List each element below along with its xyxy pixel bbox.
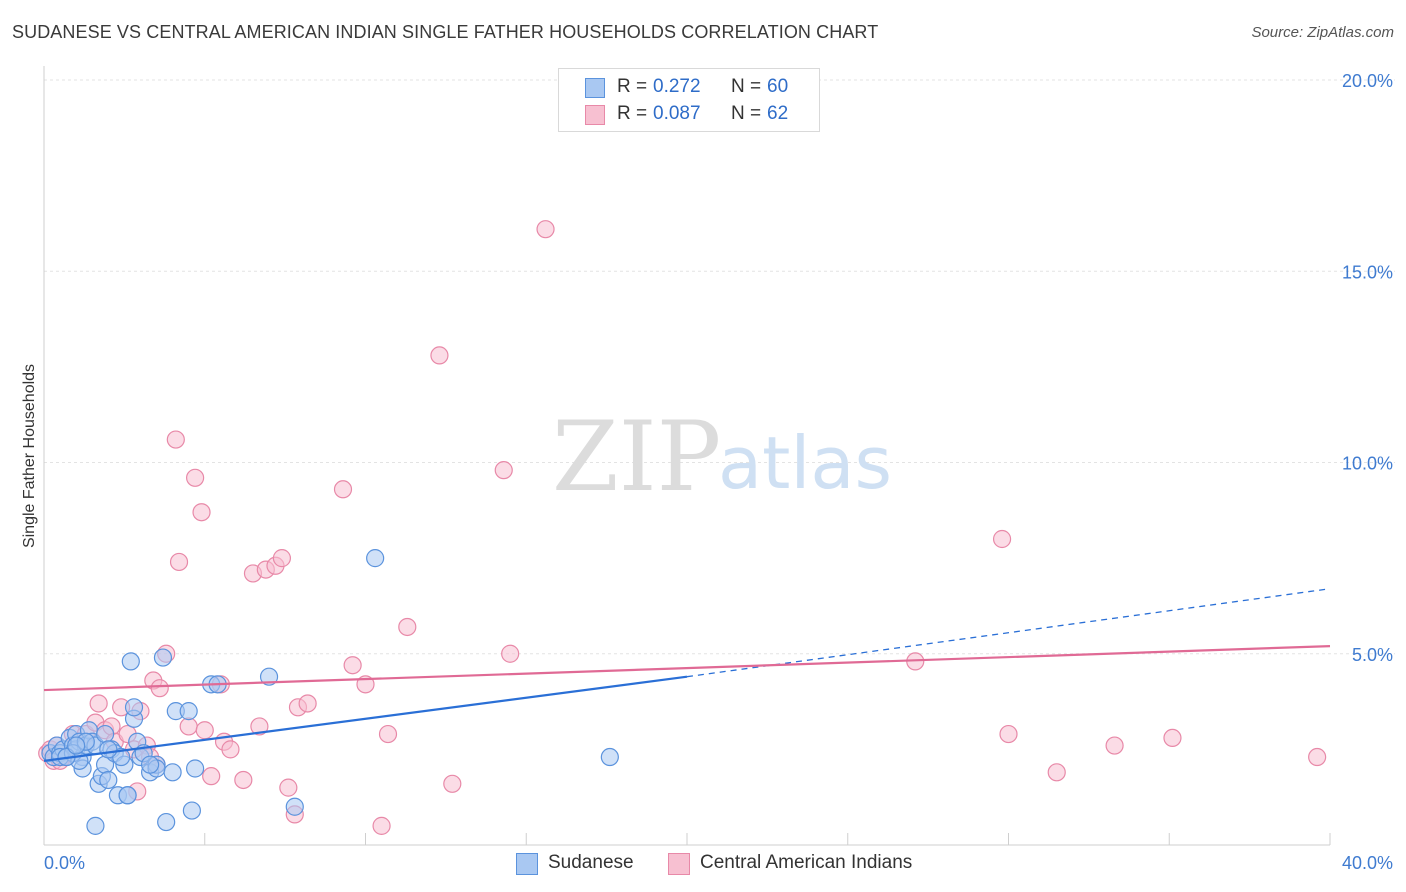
data-point-central-american-indians [186,468,205,487]
legend-n-label: N = [731,76,762,97]
data-point-central-american-indians [1308,747,1327,767]
data-point-central-american-indians [333,480,353,499]
data-point-sudanese [366,549,385,568]
data-point-central-american-indians [999,724,1018,744]
data-point-sudanese [163,763,182,782]
stats-legend: R = 0.272 N = 60 R = 0.087 N = 62 [558,68,820,132]
data-point-sudanese [153,648,173,667]
trend-line-central-american-indians [43,645,1331,692]
data-point-central-american-indians [279,778,298,797]
data-point-central-american-indians [992,529,1012,549]
data-point-central-american-indians [202,767,221,786]
data-point-sudanese [67,736,86,755]
data-point-sudanese [600,747,619,767]
data-point-central-american-indians [1105,736,1124,755]
data-point-central-american-indians [179,717,198,736]
data-point-central-american-indians [89,694,108,713]
data-point-central-american-indians [398,617,417,637]
data-point-sudanese [182,801,201,820]
y-axis-label: Single Father Households [21,364,38,548]
data-point-central-american-indians [536,220,555,239]
legend-r-value: 0.087 [653,103,701,124]
y-tick-label: 5.0% [1352,645,1393,665]
data-point-central-american-indians [250,717,269,736]
data-point-central-american-indians [494,461,513,480]
data-point-sudanese [179,702,198,721]
data-point-central-american-indians [443,774,462,793]
data-point-central-american-indians [1047,763,1066,782]
x-tick-labels: 0.0% 40.0% [44,853,1393,873]
chart-title: SUDANESE VS CENTRAL AMERICAN INDIAN SING… [12,22,879,42]
legend-r-label: R = [617,103,648,124]
data-point-central-american-indians [343,656,362,675]
data-point-sudanese [99,770,118,790]
data-point-central-american-indians [378,724,398,744]
sudanese-swatch [516,853,538,875]
data-point-central-american-indians [150,679,169,698]
data-point-sudanese [157,812,176,832]
data-point-sudanese [124,698,144,717]
legend-n-value: 60 [767,76,789,97]
data-point-central-american-indians [166,430,185,449]
trend-line-sudanese [43,675,688,762]
data-point-central-american-indians [272,549,292,568]
legend-n-label: N = [731,103,762,124]
data-point-central-american-indians [372,816,391,835]
data-point-sudanese [140,755,160,774]
data-point-sudanese [186,759,205,778]
trend-lines [43,588,1331,762]
data-point-sudanese [86,816,105,835]
legend-n-value: 62 [767,103,789,124]
source-label: Source: ZipAtlas.com [1251,24,1394,41]
central-american-indians-swatch [668,853,690,875]
data-point-central-american-indians [430,346,449,365]
data-point-central-american-indians [501,644,520,663]
data-point-central-american-indians [195,721,214,740]
x-tick-marks [204,833,1331,845]
data-point-central-american-indians [169,552,189,572]
y-tick-label: 10.0% [1342,454,1393,474]
series-sudanese [41,549,619,835]
watermark-atlas: atlas [718,421,892,505]
data-point-sudanese [121,652,140,671]
data-point-central-american-indians [221,740,240,759]
legend-r-value: 0.272 [653,76,701,97]
sudanese-label: Sudanese [548,852,634,873]
legend-swatch-blue [585,78,605,98]
data-point-central-american-indians [298,694,317,713]
watermark-zip: ZIP [552,401,721,513]
x-tick-label: 40.0% [1342,853,1393,873]
data-point-sudanese [118,786,137,805]
legend-swatch-pink [585,105,605,125]
data-point-central-american-indians [234,770,253,790]
series-central-american-indians [38,220,1327,835]
y-tick-label: 15.0% [1342,262,1393,282]
data-point-central-american-indians [1163,728,1182,748]
y-tick-label: 20.0% [1342,71,1393,91]
data-point-sudanese [259,667,279,686]
data-point-sudanese [95,724,115,744]
data-point-central-american-indians [192,503,211,522]
legend-r-label: R = [617,76,648,97]
central-american-indians-label: Central American Indians [700,852,913,873]
x-tick-label: 0.0% [44,853,85,873]
data-point-sudanese [285,797,304,816]
data-point-sudanese [99,740,118,759]
y-tick-labels: 5.0% 10.0% 15.0% 20.0% [1342,71,1393,665]
trend-line-sudanese-extension [686,588,1331,678]
